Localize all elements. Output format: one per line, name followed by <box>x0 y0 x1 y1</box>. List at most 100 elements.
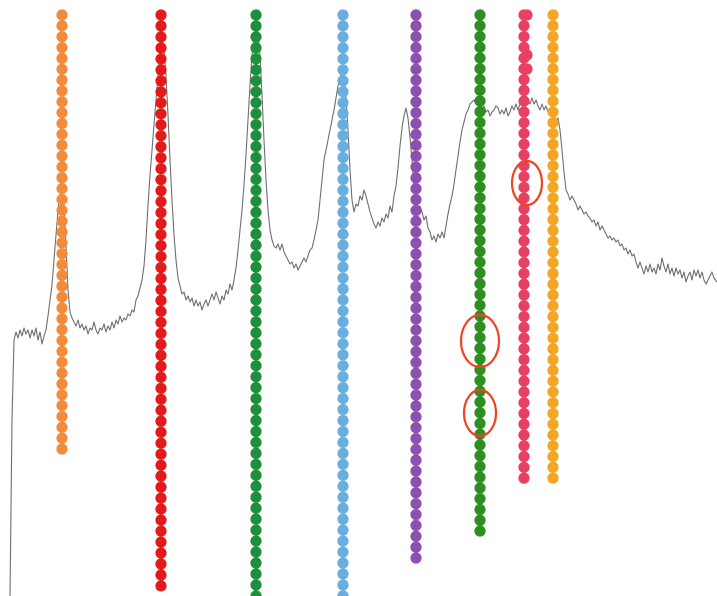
dot-series-8 <box>547 9 559 484</box>
dot-point <box>547 278 559 290</box>
dot-point <box>155 272 167 285</box>
dot-point <box>56 107 68 119</box>
dot-point <box>155 514 167 526</box>
dot-point <box>337 425 349 438</box>
dot-point <box>56 410 68 423</box>
dot-point <box>250 261 262 273</box>
dot-point <box>155 492 167 504</box>
dot-point <box>474 460 486 473</box>
dot-point <box>474 396 486 408</box>
dot-point <box>155 207 167 219</box>
dot-point <box>474 374 486 387</box>
dot-point <box>250 491 262 503</box>
dot-point <box>410 150 422 162</box>
dot-point <box>250 436 262 449</box>
dot-point <box>56 74 68 86</box>
dot-point <box>474 331 486 344</box>
dot-point <box>56 41 68 54</box>
dot-point <box>410 74 422 86</box>
dot-point <box>56 432 68 444</box>
dot-point <box>518 418 530 430</box>
dot-point <box>250 42 262 54</box>
dot-point <box>410 226 422 238</box>
dot-point <box>337 86 349 98</box>
dot-point <box>518 20 530 32</box>
dot-point <box>155 305 167 318</box>
dot-point <box>410 204 422 217</box>
dot-series-5 <box>410 9 422 564</box>
dot-series-4 <box>337 9 349 596</box>
dot-point <box>410 41 422 54</box>
dot-point <box>250 272 262 284</box>
dot-point <box>56 63 68 75</box>
dot-point <box>518 332 530 344</box>
dot-point <box>410 335 422 347</box>
dot-point <box>518 440 530 452</box>
dot-point <box>155 75 167 87</box>
dot-point <box>155 9 167 21</box>
dot-point <box>337 436 349 449</box>
dot-point <box>518 310 530 323</box>
isolated-dot <box>521 49 533 61</box>
dot-point <box>474 503 486 516</box>
dot-point <box>410 118 422 130</box>
dot-point <box>518 246 530 258</box>
dot-point <box>337 108 349 120</box>
annotation-layer <box>459 159 544 438</box>
dot-point <box>410 411 422 423</box>
dot-point <box>337 458 349 470</box>
dot-point <box>547 149 559 161</box>
dot-point <box>155 152 167 164</box>
dot-point <box>547 138 559 150</box>
dot-point <box>250 206 262 218</box>
dot-point <box>410 552 422 564</box>
dot-point <box>410 422 422 434</box>
dot-point <box>56 302 68 314</box>
dot-point <box>547 321 559 333</box>
dot-point <box>155 558 167 570</box>
dot-point <box>518 354 530 366</box>
dot-point <box>518 343 530 355</box>
dot-point <box>410 400 422 412</box>
dot-point <box>547 203 559 215</box>
dot-point <box>155 42 167 54</box>
dot-point <box>474 353 486 365</box>
dot-point <box>337 393 349 405</box>
dot-point <box>56 226 68 238</box>
annotation-ellipse <box>462 388 498 438</box>
dot-point <box>547 310 559 323</box>
dot-point <box>474 407 486 419</box>
dot-point <box>56 324 68 336</box>
dot-point <box>547 170 559 183</box>
dot-point <box>250 414 262 427</box>
dot-point <box>547 30 559 43</box>
dot-point <box>518 397 530 409</box>
dot-point <box>474 482 486 494</box>
dot-point <box>474 267 486 279</box>
dot-point <box>474 299 486 311</box>
dot-point <box>250 119 262 131</box>
dot-point <box>250 86 262 98</box>
dot-point <box>155 196 167 208</box>
dot-point <box>547 461 559 473</box>
dot-point <box>474 439 486 451</box>
dot-point <box>250 239 262 251</box>
dot-point <box>155 503 167 515</box>
dot-point <box>547 95 559 107</box>
dot-point <box>410 237 422 249</box>
dot-point <box>474 9 486 21</box>
dot-point <box>518 364 530 377</box>
dot-point <box>155 547 167 559</box>
dot-point <box>474 224 486 236</box>
dot-point <box>337 75 349 87</box>
dot-point <box>337 42 349 54</box>
dot-point <box>474 20 486 32</box>
dot-point <box>155 239 167 252</box>
dot-point <box>250 305 262 317</box>
dot-point <box>250 349 262 361</box>
dot-point <box>250 568 262 580</box>
dot-point <box>250 140 262 153</box>
dot-point <box>474 245 486 258</box>
dot-point <box>547 181 559 193</box>
dot-point <box>337 283 349 295</box>
